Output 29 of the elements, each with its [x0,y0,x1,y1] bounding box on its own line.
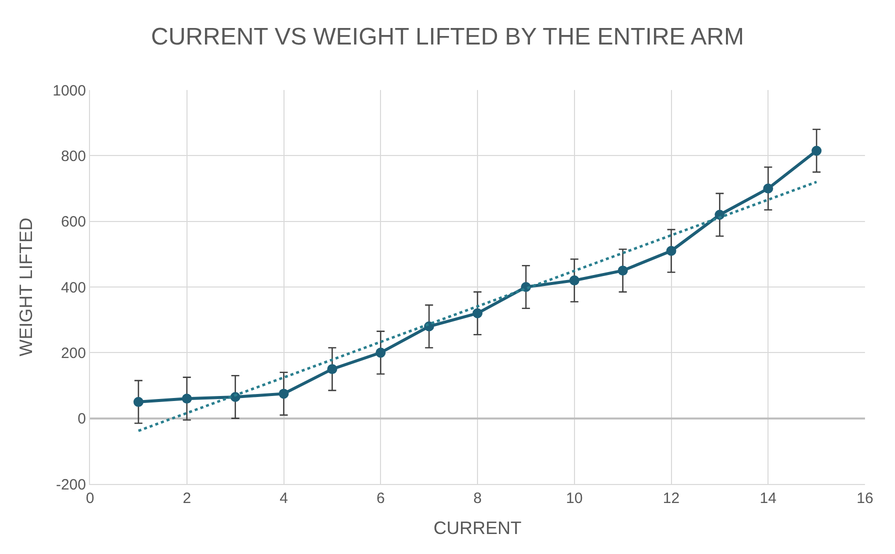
point [278,388,289,399]
x-tick-label: 6 [376,490,385,507]
point [376,348,386,358]
y-tick-label: 400 [60,279,86,296]
point [133,396,144,407]
y-tick-label: 200 [60,344,86,362]
point [812,146,822,156]
x-tick-label: 10 [566,490,583,507]
point [763,184,774,194]
y-tick-label: 800 [60,148,86,165]
x-tick-label: 8 [473,490,482,507]
chart-title: CURRENT VS WEIGHT LIFTED BY THE ENTIRE ARM [151,24,744,50]
point [569,275,580,286]
x-tick-label: 2 [182,490,192,507]
point [327,364,338,374]
y-tick-label: 0 [78,410,86,428]
y-tick-label: 1000 [52,82,86,100]
x-axis-title: CURRENT [434,518,522,538]
x-tick-label: 16 [856,490,874,507]
point [666,246,676,256]
point [472,308,482,318]
x-tick-label: 14 [760,490,776,507]
y-axis-title: WEIGHT LIFTED [16,218,36,356]
x-tick-label: 12 [662,490,680,507]
point [182,394,192,404]
x-tick-label: 4 [280,490,288,507]
y-tick-label: 600 [60,214,86,231]
y-tick-label: -200 [56,476,86,494]
point [618,266,628,276]
